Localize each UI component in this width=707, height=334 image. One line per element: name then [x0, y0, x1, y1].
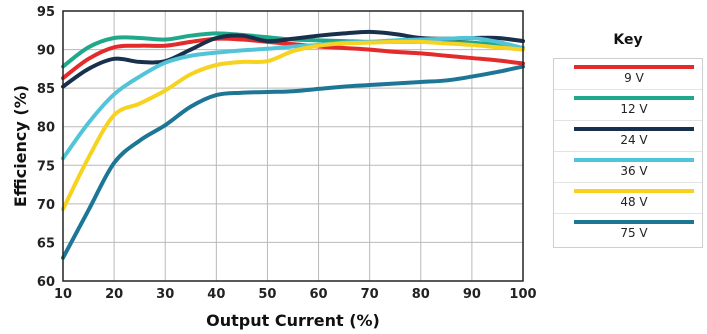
- legend-item: 9 V: [554, 59, 702, 90]
- series-line-75v: [61, 64, 525, 260]
- series-lines: [61, 29, 525, 260]
- legend-item: 24 V: [554, 121, 702, 152]
- legend-item: 75 V: [554, 214, 702, 245]
- y-axis-title: Efficiency (%): [11, 85, 30, 207]
- legend-swatch: [574, 220, 694, 224]
- x-tick-label: 50: [258, 287, 276, 302]
- legend-label: 48 V: [620, 195, 648, 209]
- plot-frame: [62, 10, 524, 282]
- x-tick-label: 70: [361, 287, 379, 302]
- series-line-36v: [61, 35, 525, 161]
- x-tick-label: 10: [54, 287, 72, 302]
- legend: 9 V 12 V 24 V 36 V 48 V 75 V: [553, 58, 703, 248]
- series-line-9v: [61, 36, 525, 81]
- x-tick-label: 100: [509, 287, 536, 302]
- legend-label: 36 V: [620, 164, 648, 178]
- y-tick-label: 70: [37, 198, 55, 213]
- legend-swatch: [574, 127, 694, 131]
- y-tick-label: 95: [37, 5, 55, 20]
- series-line-48v: [61, 39, 525, 212]
- y-tick-label: 90: [37, 44, 55, 59]
- legend-swatch: [574, 158, 694, 162]
- x-tick-label: 60: [310, 287, 328, 302]
- x-tick-label: 30: [156, 287, 174, 302]
- legend-title: Key: [613, 32, 643, 48]
- x-tick-label: 80: [412, 287, 430, 302]
- legend-item: 36 V: [554, 152, 702, 183]
- legend-label: 75 V: [620, 226, 648, 240]
- legend-swatch: [574, 189, 694, 193]
- x-axis-title: Output Current (%): [206, 311, 380, 330]
- legend-label: 24 V: [620, 133, 648, 147]
- y-tick-labels: 60 65 70 75 80 85 90 95: [37, 5, 55, 290]
- legend-label: 9 V: [624, 71, 644, 85]
- y-tick-label: 65: [37, 236, 55, 251]
- legend-item: 12 V: [554, 90, 702, 121]
- legend-swatch: [574, 65, 694, 69]
- legend-label: 12 V: [620, 102, 648, 116]
- x-tick-labels: 10 20 30 40 50 60 70 80 90 100: [54, 287, 537, 302]
- y-tick-label: 60: [37, 275, 55, 290]
- x-tick-label: 40: [207, 287, 225, 302]
- legend-item: 48 V: [554, 183, 702, 214]
- y-tick-label: 75: [37, 159, 55, 174]
- y-tick-label: 80: [37, 121, 55, 136]
- x-tick-label: 20: [105, 287, 123, 302]
- legend-swatch: [574, 96, 694, 100]
- x-tick-label: 90: [463, 287, 481, 302]
- y-tick-label: 85: [37, 82, 55, 97]
